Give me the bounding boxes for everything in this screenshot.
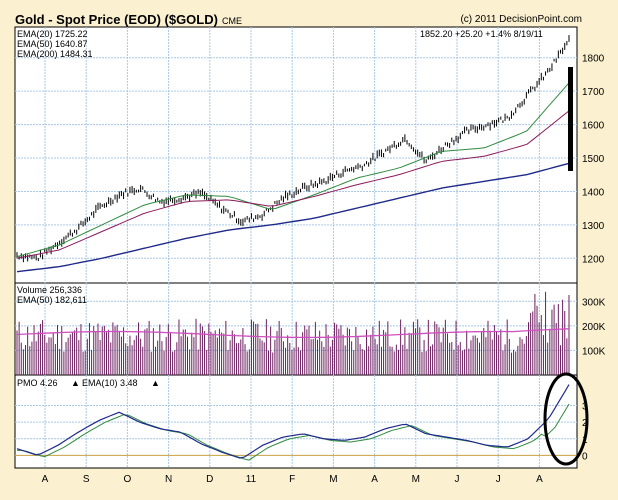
price-tick-label: 1300	[582, 221, 605, 232]
month-label: A	[371, 474, 378, 485]
price-panel	[14, 26, 578, 284]
ema50-line	[16, 110, 570, 259]
price-tick-label: 1800	[582, 54, 605, 65]
volume-tick-label: 200K	[582, 322, 606, 333]
pmo-ema-legend: EMA(10) 3.48	[82, 378, 138, 388]
volume-ema-line	[16, 328, 570, 339]
chart-marks	[16, 35, 570, 461]
price-tick-label: 1500	[582, 154, 605, 165]
ema200-line	[16, 162, 570, 273]
last-quote: 1852.20 +25.20 +1.4% 8/19/11	[420, 29, 543, 39]
month-label: J	[496, 474, 501, 485]
pmo-tick-label: 2	[582, 418, 588, 429]
exchange-label: CME	[221, 16, 242, 26]
volume-tick-label: 300K	[582, 297, 606, 308]
volume-legend: Volume 256,336	[17, 285, 82, 295]
chart-title: Gold - Spot Price (EOD) ($GOLD) CME	[15, 12, 242, 27]
volume-tick-label: 100K	[582, 346, 606, 357]
pmo-tick-label: 0	[582, 451, 588, 462]
month-label: O	[124, 474, 132, 485]
month-label: M	[412, 474, 420, 485]
price-tick-label: 1600	[582, 121, 605, 132]
annotation-bar	[568, 67, 573, 171]
price-tick-label: 1400	[582, 187, 605, 198]
month-label: D	[206, 474, 213, 485]
pmo-up-arrow: ▲	[71, 378, 80, 388]
price-tick-label: 1700	[582, 87, 605, 98]
ema50-legend: EMA(50) 1640.87	[17, 39, 88, 49]
month-label: A	[536, 474, 543, 485]
month-label: N	[165, 474, 172, 485]
ema20-legend: EMA(20) 1725.22	[17, 29, 88, 39]
pmo-legend: PMO 4.26	[17, 378, 58, 388]
month-label: F	[289, 474, 295, 485]
pmo-line	[16, 384, 570, 459]
volume-ema-legend: EMA(50) 182,611	[17, 295, 87, 305]
month-label: M	[329, 474, 337, 485]
month-label: J	[455, 474, 460, 485]
copyright-label: (c) 2011 DecisionPoint.com	[460, 14, 582, 25]
month-label: S	[83, 474, 90, 485]
month-label: A	[42, 474, 49, 485]
month-label: 11	[246, 474, 257, 485]
annotation-circle	[543, 372, 589, 466]
price-tick-label: 1200	[582, 254, 605, 265]
ema20-line	[16, 82, 570, 258]
ema200-legend: EMA(200) 1484.31	[17, 49, 93, 59]
pmo-panel	[14, 374, 578, 469]
pmo-ema-up-arrow: ▲	[151, 378, 160, 388]
